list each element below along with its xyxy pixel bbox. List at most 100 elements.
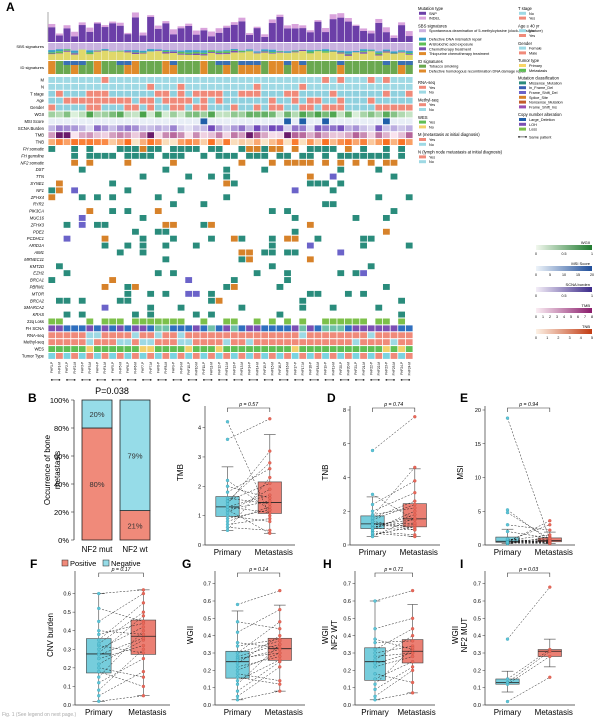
sbs-bar-segment — [367, 50, 375, 52]
point-primary — [505, 680, 510, 685]
oncoprint-cell — [139, 104, 147, 111]
sample-id-label: FHF24-P — [400, 362, 404, 375]
colorbar-tick: 5 — [549, 273, 551, 277]
oncoprint-cell — [215, 125, 223, 132]
oncoprint-cell — [86, 353, 94, 359]
oncoprint-cell — [101, 332, 109, 339]
oncoprint-cell — [223, 325, 231, 332]
sbs-bar-segment — [230, 50, 238, 53]
oncoprint-cell — [147, 139, 155, 145]
point-primary — [225, 478, 230, 483]
sbs-bar-segment — [405, 54, 413, 55]
panel-letter-a: A — [6, 0, 15, 14]
oncoprint-cell — [322, 77, 329, 83]
oncoprint-cell — [109, 139, 117, 145]
point-primary — [97, 699, 101, 703]
point-primary — [235, 694, 240, 698]
sbs-bar-segment — [86, 54, 94, 60]
oncoprint-cell — [200, 77, 208, 83]
legend-swatch-mutclass — [519, 91, 526, 94]
sbs-bar-segment — [238, 51, 246, 53]
oncoprint-cell — [192, 139, 200, 145]
legend-title-rna: RNA-seq — [418, 80, 436, 85]
oncoprint-cell — [291, 90, 299, 97]
oncoprint-cell — [192, 77, 200, 83]
sbs-bar-segment — [261, 52, 269, 60]
top-bar-indel — [344, 17, 352, 22]
sample-id-label: FHF3-P — [80, 362, 84, 373]
oncoprint-cell — [405, 83, 413, 90]
sample-id-label: FHF6-M — [134, 362, 138, 374]
oncoprint-cell — [352, 97, 360, 104]
ytick-label: 6 — [343, 442, 346, 448]
pair-line — [372, 416, 415, 451]
legend-swatch-wes — [419, 125, 426, 129]
oncoprint-cell — [253, 104, 261, 111]
oncoprint-cell — [268, 97, 276, 104]
oncoprint-cell — [101, 111, 109, 118]
same-patient-dot — [241, 379, 243, 381]
sample-id-label: FHF13-M — [240, 362, 244, 376]
oncoprint-cell — [162, 332, 170, 339]
oncoprint-cell — [132, 332, 139, 339]
sbs-bar-segment — [337, 50, 345, 53]
sbs-bar-segment — [367, 51, 375, 60]
pair-line — [374, 638, 413, 650]
oncoprint-cell — [101, 104, 109, 111]
ytick-label: 0.0 — [343, 703, 351, 709]
oncoprint-cell — [63, 139, 71, 145]
oncoprint-cell — [185, 173, 193, 180]
oncoprint-cell — [284, 318, 291, 325]
oncoprint-cell — [329, 90, 337, 97]
oncoprint-cell — [360, 290, 367, 297]
oncoprint-cell — [291, 104, 299, 111]
ytick-label: 0.5 — [63, 610, 71, 616]
oncoprint-cell — [276, 118, 284, 125]
oncoprint-cell — [192, 104, 200, 111]
point-primary — [370, 519, 375, 524]
oncoprint-cell — [306, 159, 314, 166]
sbs-bar-segment — [177, 51, 185, 54]
pvalue-label: p = 0.14 — [248, 567, 268, 573]
point-metastasis — [413, 516, 417, 520]
sample-id-label: FHF8-P — [156, 362, 160, 373]
point-primary — [235, 640, 240, 645]
colorbar-tick: 10 — [562, 273, 566, 277]
oncoprint-cell — [322, 111, 329, 118]
oncoprint-cell — [230, 277, 238, 283]
oncoprint-cell — [124, 97, 132, 104]
oncoprint-cell — [352, 125, 360, 132]
x-category-label: Metastasis — [397, 708, 435, 717]
oncoprint-cell — [48, 187, 56, 194]
ytick-label: 0.7 — [473, 582, 481, 588]
sbs-bar-segment — [245, 50, 254, 52]
x-category-label: Primary — [359, 548, 387, 557]
oncoprint-cell — [246, 90, 253, 97]
legend-item-mutclass: In_Frame_Del — [529, 86, 553, 90]
top-bar-snp — [71, 36, 79, 42]
oncoprint-cell — [170, 132, 177, 139]
oncoprint-cell — [101, 97, 109, 104]
id-bar-segment — [337, 61, 345, 74]
row-label: ZFHX3 — [30, 222, 45, 227]
oncoprint-cell — [154, 194, 162, 201]
sbs-bar-segment — [215, 50, 223, 52]
point-primary — [370, 509, 375, 513]
sbs-bar-segment — [337, 52, 345, 54]
id-bar-segment — [253, 61, 261, 74]
top-bar-indel — [93, 22, 101, 24]
point-metastasis — [141, 591, 146, 596]
ytick-label: 0.5 — [473, 616, 481, 622]
top-bar-indel — [215, 28, 223, 33]
oncoprint-cell — [360, 332, 367, 339]
legend-swatch-mutclass — [519, 100, 526, 104]
id-bar-segment — [207, 61, 216, 74]
oncoprint-cell — [352, 118, 360, 125]
oncoprint-cell — [246, 332, 253, 339]
oncoprint-cell — [322, 318, 329, 325]
top-bar-indel — [147, 15, 155, 17]
oncoprint-cell — [132, 83, 139, 90]
colorbar — [536, 245, 592, 250]
pair-line — [237, 644, 280, 685]
